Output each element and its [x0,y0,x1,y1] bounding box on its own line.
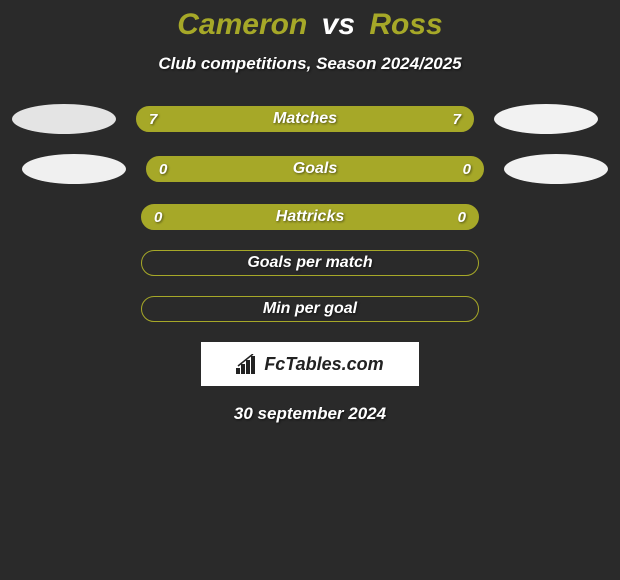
stat-label: Matches [273,110,337,128]
player1-name: Cameron [177,8,307,41]
stat-row: 7 Matches 7 [0,104,620,134]
stat-bar: 0 Goals 0 [146,156,484,182]
brand-badge: FcTables.com [201,342,419,386]
stat-label: Hattricks [276,208,344,226]
vs-label: vs [322,8,355,41]
stat-bar: 0 Hattricks 0 [141,204,479,230]
player2-ellipse [504,154,608,184]
stat-value-right: 7 [453,111,461,128]
stat-row: 0 Goals 0 [0,154,620,184]
brand-chart-icon [236,354,258,374]
stat-value-left: 7 [149,111,157,128]
player1-ellipse [12,104,116,134]
stat-label: Min per goal [263,300,357,318]
stat-row: 0 Hattricks 0 [0,204,620,230]
page-title: Cameron vs Ross [0,8,620,42]
stat-bar: Min per goal [141,296,479,322]
stat-row: Min per goal [0,296,620,322]
brand-text: FcTables.com [264,354,383,375]
stat-row: Goals per match [0,250,620,276]
stat-value-right: 0 [458,209,466,226]
stat-value-left: 0 [154,209,162,226]
date-label: 30 september 2024 [0,404,620,424]
subtitle: Club competitions, Season 2024/2025 [0,54,620,74]
player2-ellipse [494,104,598,134]
stat-bar: 7 Matches 7 [136,106,474,132]
stat-value-right: 0 [463,161,471,178]
stat-label: Goals per match [247,254,372,272]
player1-ellipse [22,154,126,184]
stat-bar: Goals per match [141,250,479,276]
stat-value-left: 0 [159,161,167,178]
stats-rows: 7 Matches 7 0 Goals 0 0 Hattricks 0 Goals per mat… [0,104,620,322]
player2-name: Ross [369,8,442,41]
stat-label: Goals [293,160,337,178]
